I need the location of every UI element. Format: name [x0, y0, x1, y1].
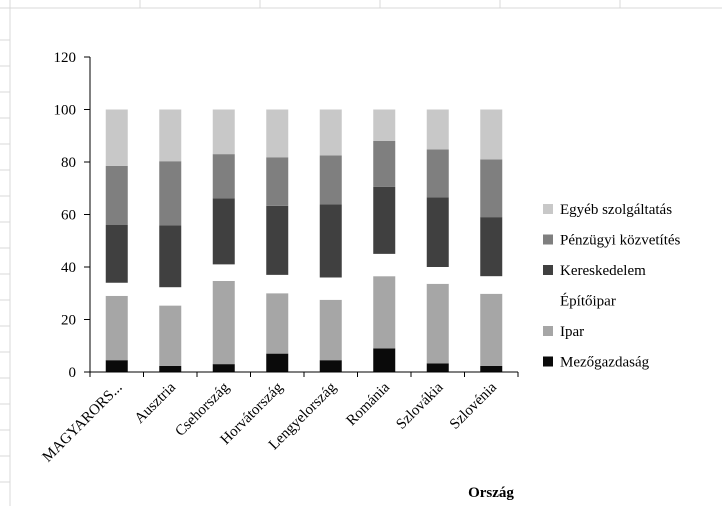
bar-segment-2-6: [426, 267, 449, 284]
bar-segment-5-5: [373, 109, 396, 141]
legend-label: Egyéb szolgáltatás: [560, 202, 672, 218]
bar-segment-3-1: [159, 225, 182, 288]
legend-swatch-2: [543, 295, 553, 306]
x-tick-label: Ausztria: [132, 379, 179, 426]
bar-segment-4-5: [373, 141, 396, 187]
y-tick-label: 40: [61, 260, 76, 276]
y-axis: 0 20 40 60 80 100 120: [54, 50, 91, 381]
bar-segment-5-7: [480, 109, 503, 160]
bar-segment-2-7: [480, 276, 503, 294]
legend-label: Mezőgazdaság: [560, 355, 650, 371]
bar-segment-4-0: [105, 165, 128, 225]
bar-segment-3-6: [426, 197, 449, 267]
bar-segment-2-0: [105, 282, 128, 296]
bar-segment-3-7: [480, 217, 503, 277]
bar-segment-1-5: [373, 276, 396, 349]
legend-label: Kereskedelem: [560, 263, 646, 279]
bar-segment-5-4: [319, 109, 342, 156]
x-tick-label: MAGYARORS...: [40, 380, 126, 466]
bar-segment-0-3: [266, 353, 289, 372]
bar-segment-4-6: [426, 149, 449, 198]
bar-segment-0-1: [159, 365, 182, 372]
legend-label: Építőipar: [560, 293, 616, 310]
legend-swatch-0: [543, 356, 553, 367]
bar-segment-5-0: [105, 109, 128, 166]
bar-segment-4-4: [319, 155, 342, 205]
legend-swatch-3: [543, 265, 553, 275]
y-tick-label: 60: [61, 208, 76, 224]
bar-segment-4-2: [212, 154, 235, 199]
bar-segment-1-7: [480, 293, 503, 366]
bar-segment-3-4: [319, 204, 342, 278]
bar-segment-1-2: [212, 280, 235, 365]
bar-segment-0-2: [212, 364, 235, 372]
y-tick-label: 120: [54, 50, 77, 66]
bar-segment-3-2: [212, 198, 235, 265]
x-axis: MAGYARORS... AusztriaCsehországHorvátorsz…: [40, 371, 519, 466]
bar-segment-0-7: [480, 365, 503, 372]
bar-segment-1-0: [105, 295, 128, 361]
x-tick-label: Szlovénia: [447, 379, 500, 432]
left-ticks-strip: [0, 39, 10, 483]
bar-segment-3-5: [373, 186, 396, 254]
bar-segment-3-0: [105, 225, 128, 283]
bar-segment-0-5: [373, 348, 396, 372]
x-tick-label: Románia: [343, 379, 393, 429]
bar-segment-2-5: [373, 253, 396, 277]
y-tick-label: 100: [54, 103, 77, 119]
legend-label: Pénzügyi közvetítés: [560, 233, 681, 249]
bar-segment-4-7: [480, 159, 503, 218]
bar-segment-5-1: [159, 109, 182, 162]
plot-area: [105, 109, 503, 372]
bar-segment-2-3: [266, 274, 289, 294]
bar-segment-5-6: [426, 109, 449, 150]
bar-segment-1-6: [426, 283, 449, 364]
bar-segment-0-6: [426, 363, 449, 372]
legend: Egyéb szolgáltatás Pénzügyi közvetítés Ker…: [543, 202, 681, 371]
bar-segment-2-1: [159, 287, 182, 306]
y-tick-label: 0: [69, 365, 77, 381]
legend-label: Ipar: [560, 324, 584, 340]
y-tick-label: 20: [61, 313, 76, 329]
bar-segment-1-3: [266, 293, 289, 354]
bar-segment-5-2: [212, 109, 235, 155]
bar-segment-1-4: [319, 299, 342, 361]
bar-segment-2-4: [319, 277, 342, 300]
bar-segment-0-0: [105, 360, 128, 372]
y-tick-label: 80: [61, 155, 76, 171]
bar-segment-3-3: [266, 205, 289, 275]
legend-swatch-4: [543, 234, 553, 245]
bar-segment-4-3: [266, 157, 289, 206]
legend-swatch-1: [543, 326, 553, 336]
bar-segment-2-2: [212, 264, 235, 281]
legend-swatch-5: [543, 204, 553, 214]
bar-segment-4-1: [159, 161, 182, 226]
x-axis-title: Ország: [468, 485, 514, 501]
x-tick-label: Szlovákia: [393, 379, 446, 432]
bar-segment-0-4: [319, 360, 342, 372]
bar-segment-1-1: [159, 305, 182, 366]
bar-segment-5-3: [266, 109, 289, 158]
